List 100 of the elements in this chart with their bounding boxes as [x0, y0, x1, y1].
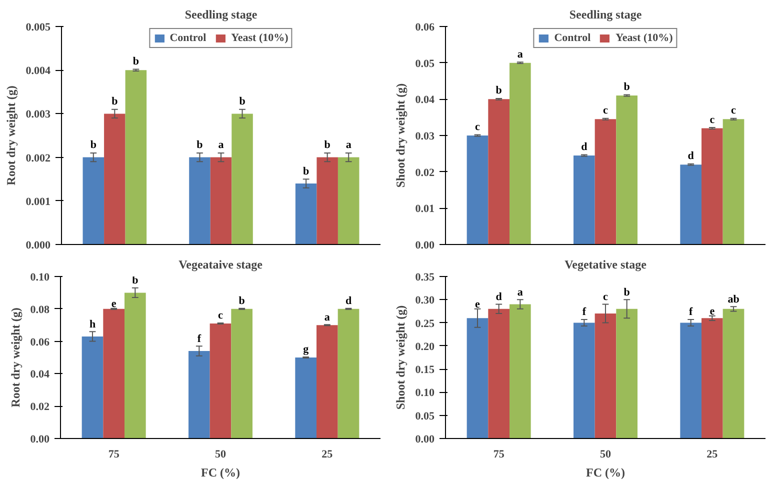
data-label: b — [624, 81, 630, 94]
legend-label: Yeast (10%) — [231, 32, 288, 44]
bar — [594, 314, 616, 438]
data-label: e — [475, 298, 480, 311]
bar — [338, 308, 360, 438]
y-tick-label: 0.10 — [415, 387, 435, 400]
y-tick-label: 0.08 — [30, 304, 50, 316]
legend-label: Control — [554, 32, 591, 44]
data-label: c — [731, 104, 736, 117]
data-label: a — [517, 48, 524, 60]
bar — [189, 157, 210, 244]
legend-label: Control — [170, 32, 206, 44]
bar — [466, 136, 488, 244]
y-tick-label: 0.30 — [415, 294, 435, 307]
y-tick-label: 0.05 — [415, 410, 435, 422]
data-label: d — [496, 290, 502, 303]
data-label: c — [603, 290, 608, 303]
bar — [616, 308, 638, 438]
x-tick-label: 50 — [215, 448, 226, 460]
bar — [510, 62, 531, 244]
y-tick-label: 0.003 — [26, 108, 51, 121]
bar — [125, 70, 147, 244]
y-tick-label: 0.002 — [26, 152, 51, 164]
x-tick-label: 25 — [706, 448, 718, 460]
bar — [680, 164, 702, 244]
data-label: b — [324, 139, 330, 152]
x-axis-title: FC (%) — [201, 466, 240, 480]
y-tick-label: 0.001 — [26, 196, 50, 208]
data-label: b — [90, 139, 96, 152]
bar — [488, 99, 510, 244]
data-label: d — [688, 150, 694, 162]
y-tick-label: 0.00 — [30, 434, 50, 446]
y-tick-label: 0.25 — [415, 318, 435, 330]
bar — [103, 308, 124, 438]
data-label: b — [132, 55, 139, 68]
bar — [295, 358, 316, 438]
chart-title: Vegetative stage — [564, 258, 648, 272]
data-label: b — [112, 96, 118, 108]
bar — [594, 119, 616, 244]
y-tick-label: 0.03 — [415, 130, 435, 142]
chart-title: Seedling stage — [184, 8, 258, 22]
bar — [316, 325, 338, 438]
y-tick-label: 0.04 — [415, 94, 435, 106]
y-tick-label: 0.02 — [415, 166, 435, 179]
data-label: h — [89, 318, 96, 330]
bar — [124, 292, 146, 438]
bar — [510, 304, 531, 438]
data-label: c — [475, 121, 480, 134]
bar — [210, 323, 232, 438]
bar — [680, 322, 702, 438]
bar — [574, 322, 595, 438]
y-tick-label: 0.04 — [30, 368, 50, 381]
bar — [82, 157, 104, 244]
data-label: b — [624, 286, 630, 298]
y-tick-label: 0.06 — [30, 336, 50, 348]
bar — [616, 96, 638, 244]
y-axis-title: Root dry weight (g) — [8, 308, 22, 408]
y-tick-label: 0.00 — [415, 240, 435, 252]
y-tick-label: 0.00 — [415, 434, 435, 446]
bar — [231, 308, 252, 438]
chart-title: Seedling stage — [569, 8, 642, 22]
data-label: ab — [728, 293, 740, 306]
y-tick-label: 0.01 — [415, 203, 434, 216]
chart-title: Vegeataive stage — [178, 258, 264, 272]
bar — [702, 318, 723, 438]
bar — [466, 318, 488, 438]
x-tick-label: 25 — [322, 448, 334, 460]
bar — [295, 183, 317, 244]
y-axis-title: Shoot dry weight (g) — [393, 83, 408, 188]
data-label: g — [303, 344, 310, 356]
x-tick-label: 75 — [493, 448, 505, 460]
bar — [574, 155, 595, 244]
data-label: e — [111, 298, 116, 310]
bar — [338, 157, 360, 244]
data-label: b — [496, 84, 502, 97]
data-label: a — [346, 139, 352, 152]
bar — [702, 128, 723, 244]
data-label: a — [324, 311, 330, 324]
data-label: a — [218, 139, 224, 152]
legend-label: Yeast (10%) — [616, 32, 673, 44]
y-axis-title: Shoot dry weight (g) — [393, 305, 408, 410]
data-label: c — [218, 310, 224, 322]
data-label: f — [689, 306, 693, 318]
y-tick-label: 0.10 — [30, 272, 50, 284]
data-label: d — [581, 141, 588, 154]
y-tick-label: 0.05 — [415, 58, 435, 70]
data-label: a — [517, 286, 524, 298]
bar — [104, 114, 126, 244]
y-tick-label: 0.004 — [26, 65, 51, 78]
data-label: b — [239, 96, 246, 108]
y-tick-label: 0.000 — [26, 240, 51, 252]
y-axis-title: Root dry weight (g) — [4, 86, 18, 186]
data-label: c — [710, 114, 715, 126]
data-label: b — [238, 295, 245, 308]
bar — [722, 119, 744, 244]
bar — [232, 114, 253, 244]
y-tick-label: 0.02 — [30, 401, 50, 414]
bar — [188, 351, 210, 438]
x-tick-label: 50 — [600, 448, 612, 460]
x-axis-title: FC (%) — [586, 466, 626, 480]
